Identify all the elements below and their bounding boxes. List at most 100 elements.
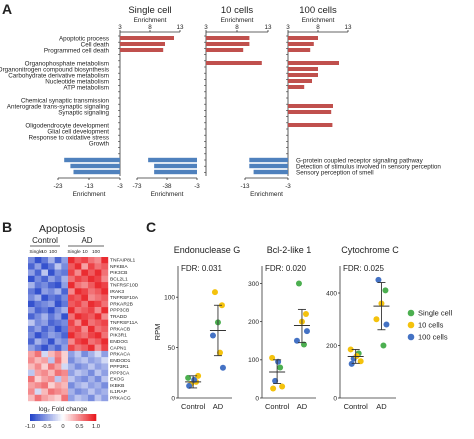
heatmap-cell (28, 325, 35, 333)
heatmap-cell (88, 307, 95, 314)
heatmap-cell (48, 388, 55, 395)
heatmap-gene-label: PPP3CB (110, 308, 129, 314)
top-tick-label: 3 (286, 24, 290, 31)
heatmap-cell (81, 388, 89, 395)
panel-c-scatter-charts: Endonuclease G FDR: 0.031 0 50 100 Control AD B… (164, 245, 399, 411)
heatmap-cell (81, 300, 89, 308)
heatmap-cell (48, 325, 55, 333)
heatmap-cell (28, 282, 35, 289)
heatmap-cell (48, 282, 55, 289)
heatmap-cell (101, 275, 109, 283)
go-term-label: Glial cell development (47, 129, 109, 136)
heatmap-cell (28, 357, 35, 364)
heatmap-cell (54, 344, 62, 352)
bottom-axis-label: Enrichment (250, 191, 283, 198)
heatmap-cell (34, 319, 42, 327)
heatmap-cell (88, 319, 95, 327)
heatmap-gene-label: IRAK3 (110, 289, 124, 295)
heatmap-cell (54, 382, 62, 389)
heatmap-gene-label: PRKAR2B (110, 301, 133, 307)
enrichment-bar-up (288, 79, 312, 83)
top-tick-label: 13 (264, 24, 272, 31)
scatter-chart-title: Cytochrome C (341, 245, 399, 255)
bottom-axis-label: Enrichment (73, 191, 106, 198)
heatmap-cell (48, 375, 55, 383)
enrichment-bar-up (206, 48, 244, 52)
heatmap-cell (74, 257, 82, 264)
heatmap-cell (81, 382, 89, 389)
heatmap-cell (41, 282, 49, 289)
heatmap-cell (54, 275, 62, 283)
heatmap-cell (88, 388, 95, 395)
heatmap-cell (101, 375, 109, 383)
go-term-label: Detection of stimulus involved in sensor… (296, 164, 441, 171)
heatmap-gene-label: PRKACG (110, 395, 131, 401)
heatmap-cell (61, 319, 69, 327)
data-point (302, 311, 309, 317)
heatmap-cell (68, 382, 75, 389)
heatmap-cell (68, 319, 75, 327)
color-scale-tick-label: 0 (61, 424, 64, 430)
heatmap-cell (34, 307, 42, 314)
heatmap-column-label: 10 (41, 249, 47, 255)
panel-c-ylabel: RPM (153, 324, 162, 341)
bottom-tick-label: -3 (285, 183, 291, 190)
heatmap-cell (74, 369, 82, 377)
heatmap-cell (34, 344, 42, 352)
heatmap-cell (34, 363, 42, 370)
heatmap-cell (81, 313, 89, 320)
heatmap-cell (61, 263, 69, 270)
heatmap-gene-label: TNFRSF11A (110, 320, 138, 326)
heatmap-cell (68, 394, 75, 402)
heatmap-cell (54, 300, 62, 308)
enrichment-bar-up (288, 123, 333, 127)
heatmap-cell (81, 288, 89, 295)
bottom-tick-label: -13 (240, 183, 250, 190)
heatmap-cell (94, 382, 102, 389)
heatmap-cell (61, 388, 69, 395)
heatmap-cell (101, 288, 109, 295)
heatmap-gene-label: PIK3R1 (110, 333, 127, 339)
color-scale-tick-label: -0.5 (42, 424, 52, 430)
go-term-label: Growth (89, 141, 110, 148)
heatmap-cell (74, 288, 82, 295)
y-tick-label: 400 (326, 290, 337, 297)
heatmap-cell (34, 300, 42, 308)
heatmap-cell (101, 313, 109, 320)
color-scale-segment (53, 414, 56, 421)
heatmap-cell (74, 313, 82, 320)
heatmap-cell (68, 363, 75, 370)
heatmap-cell (68, 294, 75, 302)
heatmap-gene-label: IL1RAP (110, 389, 127, 395)
top-tick-label: 3 (118, 24, 122, 31)
color-scale-tick-label: 0.5 (75, 424, 83, 430)
data-point (348, 360, 355, 367)
heatmap-cell (48, 263, 55, 270)
color-scale-segment (56, 414, 59, 421)
data-point (209, 332, 216, 339)
column-title: 10 cells (221, 5, 253, 16)
heatmap-cell (34, 338, 42, 345)
heatmap-cell (41, 344, 49, 352)
heatmap-cell (28, 275, 35, 283)
enrichment-bar-up (120, 36, 174, 40)
enrichment-bar-up (288, 104, 333, 108)
legend-label: Single cell (418, 309, 453, 318)
heatmap-cell (34, 257, 42, 264)
panel-c-letter: C (146, 219, 156, 235)
heatmap-cell (54, 363, 62, 370)
heatmap-cell (54, 369, 62, 377)
heatmap-cell (74, 338, 82, 345)
heatmap-cell (48, 350, 55, 358)
heatmap-cell (28, 332, 35, 339)
heatmap-cell (61, 307, 69, 314)
heatmap-cell (101, 363, 109, 370)
heatmap-column-label: 100 (49, 249, 57, 255)
heatmap-cell (74, 375, 82, 383)
heatmap-cell (61, 269, 69, 276)
heatmap-cell (101, 269, 109, 276)
go-term-label: Oligodendrocyte development (25, 123, 109, 130)
heatmap-cell (48, 338, 55, 345)
